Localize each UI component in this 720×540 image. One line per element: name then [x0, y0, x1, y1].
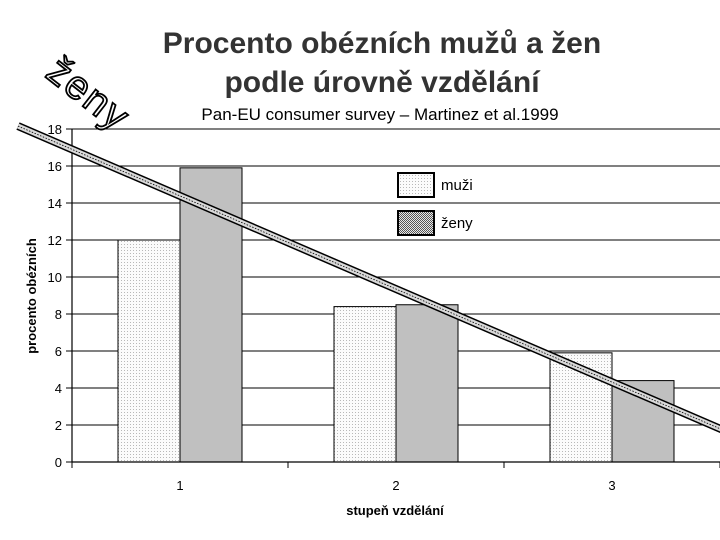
trendline [16, 122, 720, 434]
x-tick-label: 3 [608, 478, 615, 493]
x-tick-label: 1 [176, 478, 183, 493]
y-axis-label: procento obézních [24, 238, 39, 354]
chart-subtitle: Pan-EU consumer survey – Martinez et al.… [201, 105, 558, 124]
y-tick-label: 16 [48, 159, 62, 174]
bar-zeny-2 [395, 304, 459, 463]
bar-muzi-2 [333, 306, 397, 463]
legend-label-muzi: muži [441, 177, 473, 194]
x-axis-label: stupeň vzdělání [346, 503, 444, 518]
trendline-core [17, 125, 720, 430]
bar-muzi-1 [117, 239, 181, 463]
y-tick-label: 8 [55, 307, 62, 322]
y-tick-label: 12 [48, 233, 62, 248]
legend-label-zeny: ženy [441, 215, 473, 232]
chart-title-line1: Procento obézních mužů a žen [163, 27, 601, 60]
chart-title-line2: podle úrovně vzdělání [224, 66, 541, 99]
legend-swatch-zeny [397, 210, 435, 236]
y-tick-label: 6 [55, 344, 62, 359]
axes [71, 129, 720, 468]
y-tick-label: 18 [48, 122, 62, 137]
legend-swatch-muzi [397, 172, 435, 198]
y-tick-label: 0 [55, 455, 62, 470]
y-tick-label: 4 [55, 381, 62, 396]
x-tick-label: 2 [392, 478, 399, 493]
legend: muži ženy [397, 172, 473, 236]
bars [117, 167, 675, 463]
y-tick-label: 10 [48, 270, 62, 285]
y-tick-label: 14 [48, 196, 62, 211]
y-tick-label: 2 [55, 418, 62, 433]
